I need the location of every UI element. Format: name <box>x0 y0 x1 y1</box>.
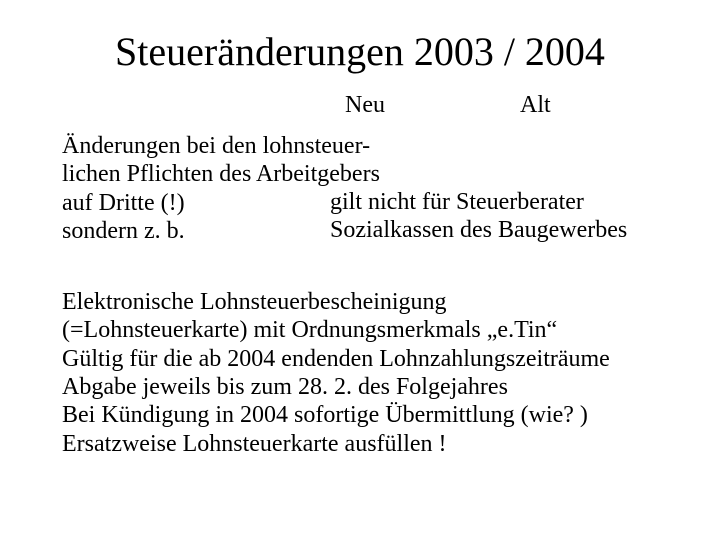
block1-right-text: gilt nicht für Steuerberater Sozialkasse… <box>330 188 627 245</box>
slide: Steueränderungen 2003 / 2004 Neu Alt Änd… <box>0 0 720 540</box>
slide-title: Steueränderungen 2003 / 2004 <box>0 28 720 75</box>
block2-text: Elektronische Lohnsteuerbescheinigung (=… <box>62 288 610 458</box>
column-header-neu: Neu <box>345 92 385 119</box>
column-header-alt: Alt <box>520 92 551 119</box>
